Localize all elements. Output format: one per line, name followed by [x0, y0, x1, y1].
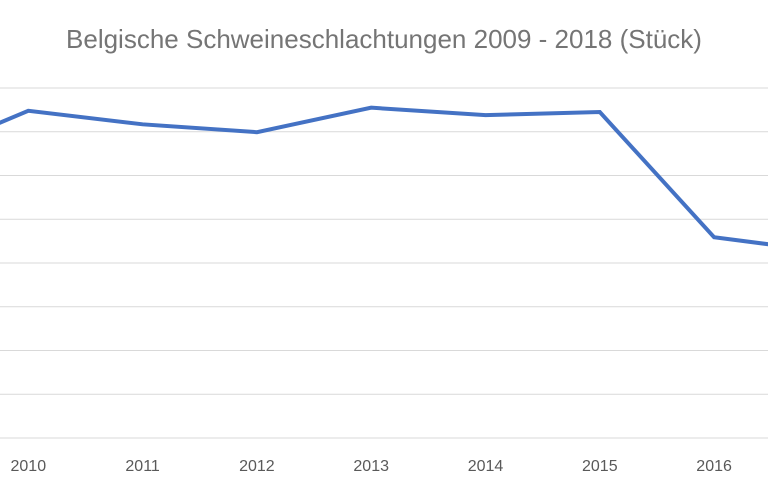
chart-title: Belgische Schweineschlachtungen 2009 - 2… — [66, 24, 702, 54]
x-tick-label: 2015 — [582, 458, 618, 475]
x-tick-label: 2012 — [239, 458, 275, 475]
x-tick-label: 2014 — [468, 458, 504, 475]
series-line — [0, 105, 768, 247]
gridlines — [0, 87, 768, 395]
x-tick-labels: 2010 2011 2012 2013 2014 2015 2016 — [11, 458, 732, 475]
series-layer — [0, 105, 768, 247]
x-tick-label: 2010 — [11, 458, 47, 475]
x-tick-label: 2011 — [125, 458, 160, 475]
x-tick-label: 2016 — [696, 458, 732, 475]
x-tick-label: 2013 — [353, 458, 389, 475]
